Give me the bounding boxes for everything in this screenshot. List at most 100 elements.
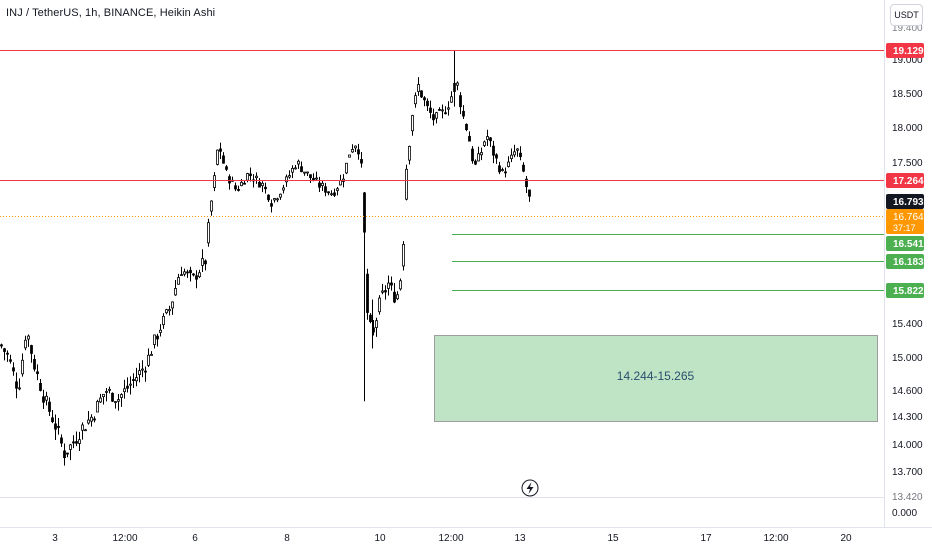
candle-body [78, 439, 81, 444]
candle-body [417, 84, 420, 92]
volume-tick: 0.000 [892, 508, 917, 519]
candle-body [420, 90, 423, 98]
label-support-2-bg [886, 254, 924, 269]
candle-body [48, 401, 51, 412]
time-label: 20 [840, 533, 852, 544]
price-tick: 17.500 [892, 158, 923, 169]
candle-body [144, 370, 147, 373]
candle-body [186, 271, 189, 274]
candle-body [243, 182, 246, 185]
candle-body [273, 198, 276, 201]
candle-body [276, 198, 279, 201]
candle-body [378, 297, 381, 313]
candle-body [216, 149, 219, 165]
candle-body [315, 177, 318, 180]
time-label: 17 [700, 533, 712, 544]
price-tick-partial-top: 19.400 [892, 23, 923, 34]
candle-body [30, 345, 33, 354]
candle-body [18, 387, 21, 390]
candle-body [381, 290, 384, 293]
candle-body [198, 272, 201, 278]
candle-body [375, 320, 378, 328]
candle-body [201, 258, 204, 266]
candle-body [51, 417, 54, 423]
candle-body [57, 425, 60, 428]
lightning-icon[interactable] [521, 479, 539, 497]
price-tick: 14.300 [892, 412, 923, 423]
candle-body [267, 194, 270, 201]
candle-body [207, 222, 210, 244]
candle-body [390, 282, 393, 286]
candle-body [102, 393, 105, 398]
label-resistance-top: 19.129 [893, 46, 924, 57]
price-tick: 13.700 [892, 467, 923, 478]
candle-body [297, 160, 300, 165]
candle-body [168, 309, 171, 312]
label-current-price: 16.764 [893, 212, 924, 223]
candle-body [120, 394, 123, 398]
label-support-3-bg [886, 283, 924, 298]
label-support-1: 16.541 [893, 239, 924, 250]
candle-body [3, 348, 6, 352]
candle-body [300, 166, 303, 173]
candle-body [132, 379, 135, 381]
candle-body [111, 392, 114, 402]
candle-body [228, 176, 231, 184]
candle-body [444, 112, 447, 115]
candle-body [183, 271, 186, 275]
candle-body [72, 441, 75, 444]
candle-body [0, 344, 3, 347]
candle-body [165, 309, 168, 314]
candle-body [306, 171, 309, 174]
label-resistance-mid-bg [886, 173, 924, 188]
candle-body [66, 452, 69, 455]
time-label: 8 [284, 533, 290, 544]
symbol-title: INJ / TetherUS, 1h, BINANCE, Heikin Ashi [6, 7, 216, 19]
candle-body [474, 160, 477, 165]
currency-button[interactable]: USDT [890, 4, 923, 26]
label-support-2: 16.183 [893, 257, 924, 268]
price-axis-ticks: 19.400 19.000 18.500 18.000 17.500 15.40… [892, 23, 923, 519]
candle-body [96, 401, 99, 413]
candle-body [114, 401, 117, 403]
candle-body [519, 152, 522, 158]
candle-body [447, 107, 450, 110]
candle-body [507, 161, 510, 167]
candle-body [336, 188, 339, 191]
candle-body [456, 82, 459, 86]
candle-body [399, 280, 402, 290]
candle-body [516, 148, 519, 151]
candle-body [147, 354, 150, 366]
candle-body [222, 155, 225, 164]
candle-body [468, 135, 471, 142]
candle-body [441, 109, 444, 112]
candle-body [327, 191, 330, 194]
candle-body [255, 175, 258, 179]
candle-body [174, 288, 177, 296]
zone-label: 14.244-15.265 [616, 369, 695, 383]
candle-body [9, 359, 12, 362]
candle-body [414, 95, 417, 105]
candle-body [84, 429, 87, 432]
time-label: 6 [192, 533, 198, 544]
candle-body [99, 397, 102, 403]
candle-body [81, 424, 84, 431]
price-tick: 14.600 [892, 386, 923, 397]
candle-body [210, 200, 213, 212]
label-last-price-bg [886, 194, 924, 209]
candle-body [279, 193, 282, 198]
candle-body [504, 171, 507, 174]
time-label: 3 [52, 533, 58, 544]
candle-body [510, 154, 513, 160]
candle-body [450, 96, 453, 103]
candle-body [36, 371, 39, 375]
candle-body [387, 282, 390, 289]
candle-body [159, 329, 162, 333]
candle-body [291, 167, 294, 173]
candle-body [105, 391, 108, 393]
candle-body [432, 114, 435, 121]
demand-zone [434, 335, 878, 422]
candle-body [462, 110, 465, 117]
